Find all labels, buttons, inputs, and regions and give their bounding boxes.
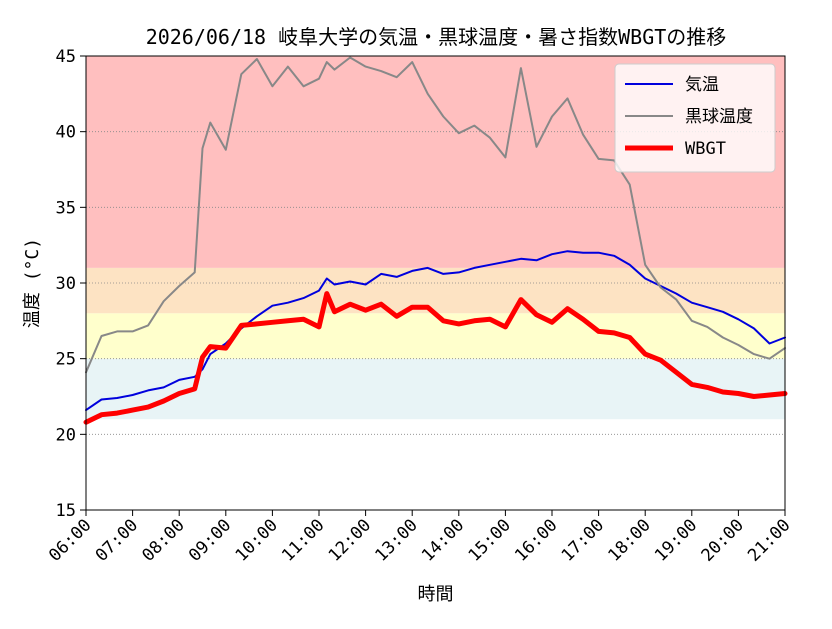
y-tick-label-0: 15 [56, 501, 76, 521]
series-line-2 [83, 291, 788, 425]
x-tick-label-2: 08:00 [138, 515, 188, 565]
x-tick-label-15: 21:00 [744, 515, 794, 565]
band-1 [86, 313, 785, 359]
x-tick-label-1: 07:00 [92, 515, 142, 565]
x-tick-label-9: 15:00 [465, 515, 515, 565]
y-axis-ticks: 15 20 25 30 35 40 45 [56, 47, 86, 521]
legend-label-2: WBGT [685, 139, 726, 159]
y-tick-label-1: 20 [56, 425, 76, 445]
x-tick-label-8: 14:00 [418, 515, 468, 565]
x-tick-label-7: 13:00 [371, 515, 421, 565]
x-tick-label-14: 20:00 [698, 515, 748, 565]
x-tick-label-3: 09:00 [185, 515, 235, 565]
legend-label-1: 黒球温度 [685, 107, 753, 127]
series-line-1 [85, 56, 786, 374]
legend-label-0: 気温 [685, 75, 719, 95]
x-tick-label-13: 19:00 [651, 515, 701, 565]
x-axis-ticks: 06:0007:0008:0009:0010:0011:0012:0013:00… [45, 510, 795, 566]
legend-box [614, 63, 776, 173]
y-tick-label-4: 35 [56, 198, 76, 218]
x-tick-label-4: 10:00 [232, 515, 282, 565]
x-tick-label-11: 17:00 [558, 515, 608, 565]
x-tick-label-10: 16:00 [511, 515, 561, 565]
x-tick-label-6: 12:00 [325, 515, 375, 565]
y-tick-label-3: 30 [56, 274, 76, 294]
x-axis-label: 時間 [418, 584, 454, 605]
y-tick-label-6: 45 [56, 47, 76, 67]
y-axis-label: 温度 (°C) [22, 238, 43, 328]
x-tick-label-12: 18:00 [604, 515, 654, 565]
x-tick-label-5: 11:00 [278, 515, 328, 565]
series-lines [83, 56, 788, 425]
y-tick-label-2: 25 [56, 350, 76, 370]
x-tick-label-0: 06:00 [45, 515, 95, 565]
chart-title: 2026/06/18 岐阜大学の気温・黒球温度・暑さ指数WBGTの推移 [146, 25, 727, 49]
y-tick-label-5: 40 [56, 123, 76, 143]
